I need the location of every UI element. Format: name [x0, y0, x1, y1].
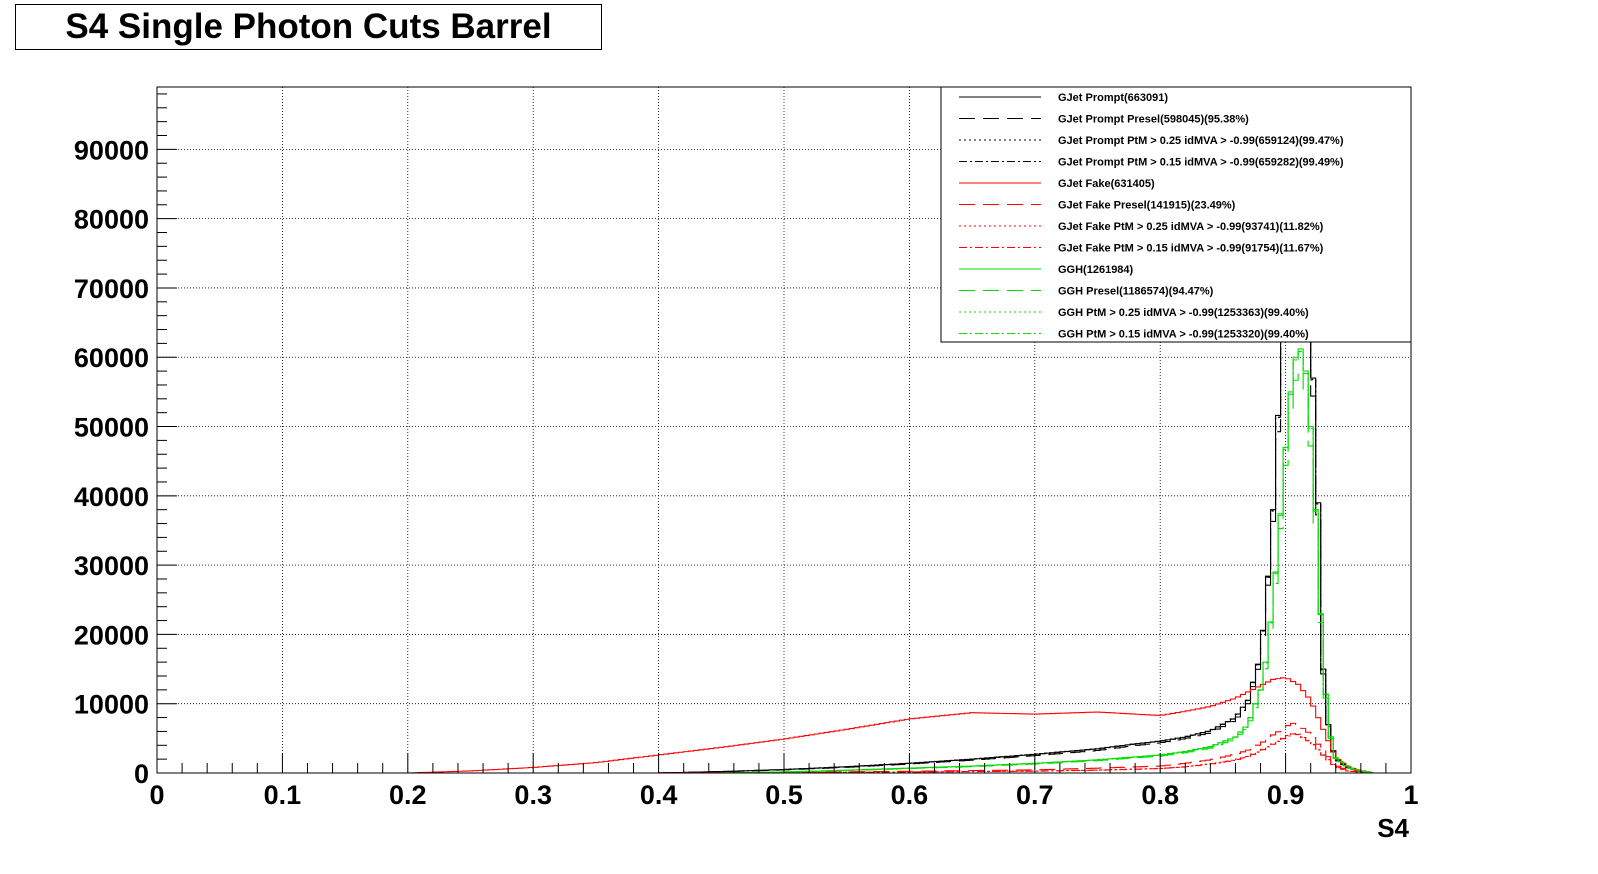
legend-entry: GJet Prompt PtM > 0.25 idMVA > -0.99(659… [1058, 135, 1344, 147]
y-tick-label: 80000 [74, 205, 149, 235]
x-tick-label: 0.6 [891, 780, 929, 810]
y-tick-label: 90000 [74, 135, 149, 165]
legend-entry: GJet Prompt Presel(598045)(95.38%) [1058, 114, 1249, 126]
y-tick-label: 20000 [74, 620, 149, 650]
legend-entry: GGH PtM > 0.25 idMVA > -0.99(1253363)(99… [1058, 307, 1309, 319]
legend: GJet Prompt(663091) GJet Prompt Presel(59… [940, 86, 1412, 343]
series-line [721, 348, 1374, 774]
legend-entry: GJet Prompt(663091) [1058, 92, 1168, 104]
series-line [658, 733, 1376, 774]
series-line [721, 351, 1374, 774]
series-line [658, 733, 1376, 774]
legend-entry: GJet Fake PtM > 0.25 idMVA > -0.99(93741… [1058, 221, 1324, 233]
y-tick-label: 70000 [74, 274, 149, 304]
legend-entry: GJet Prompt PtM > 0.15 idMVA > -0.99(659… [1058, 157, 1344, 169]
y-tick-label: 10000 [74, 690, 149, 720]
x-tick-label: 0.2 [389, 780, 427, 810]
series-line [658, 722, 1376, 774]
y-tick-label: 30000 [74, 551, 149, 581]
x-tick-label: 0.5 [765, 780, 803, 810]
chart-title: S4 Single Photon Cuts Barrel [15, 4, 602, 50]
legend-entry: GJet Fake PtM > 0.15 idMVA > -0.99(91754… [1058, 243, 1324, 255]
series-line [407, 677, 1376, 774]
legend-box [940, 86, 1412, 343]
legend-entry: GJet Fake Presel(141915)(23.49%) [1058, 200, 1236, 212]
x-tick-label: 0.4 [640, 780, 678, 810]
x-tick-label: 0.8 [1141, 780, 1179, 810]
legend-entry: GGH(1261984) [1058, 264, 1134, 276]
x-tick-label: 0.7 [1016, 780, 1054, 810]
series-layer [407, 93, 1376, 774]
x-tick-label: 0.1 [264, 780, 302, 810]
x-tick-label: 0 [149, 780, 164, 810]
x-tick-label: 0.9 [1267, 780, 1305, 810]
x-axis-label: S4 [1377, 813, 1409, 843]
series-line [721, 351, 1374, 774]
legend-entry: GGH PtM > 0.15 idMVA > -0.99(1253320)(99… [1058, 329, 1309, 341]
y-tick-label: 50000 [74, 413, 149, 443]
legend-entry: GJet Fake(631405) [1058, 178, 1155, 190]
series-line [658, 96, 1376, 774]
y-tick-label: 40000 [74, 482, 149, 512]
legend-entry: GGH Presel(1186574)(94.47%) [1058, 286, 1214, 298]
axes: 0 0.1 0.2 0.3 0.4 0.5 0.6 0.7 0.8 0.9 1 0 10000 20000… [74, 93, 1419, 810]
x-tick-label: 0.3 [514, 780, 552, 810]
y-tick-label: 60000 [74, 343, 149, 373]
x-tick-label: 1 [1403, 780, 1418, 810]
y-tick-label: 0 [134, 759, 149, 789]
